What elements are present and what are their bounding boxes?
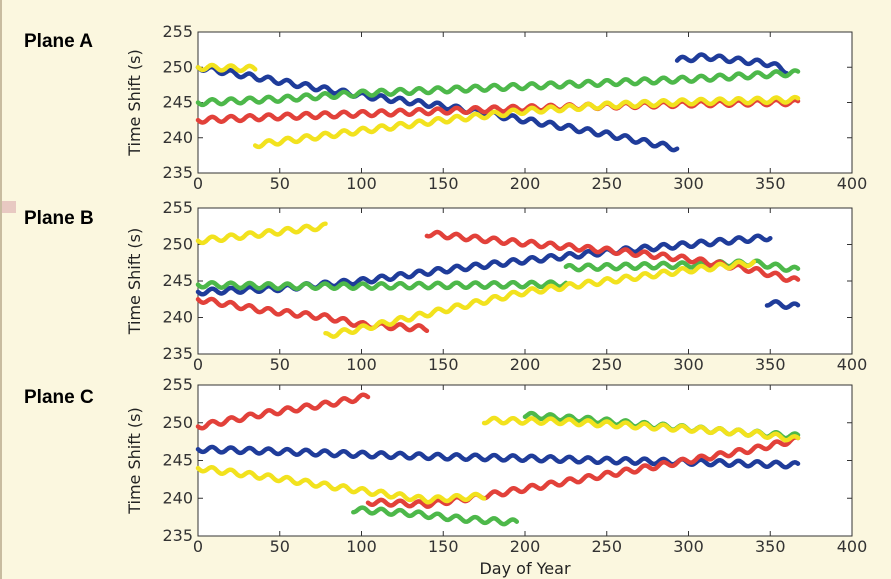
series-line-red xyxy=(195,392,371,431)
series-line-green xyxy=(563,258,801,273)
y-tick-label: 240 xyxy=(162,128,193,147)
x-tick-label: 400 xyxy=(837,174,868,193)
series-line-blue xyxy=(764,299,801,310)
series-line-green xyxy=(195,68,801,108)
x-tick-label: 300 xyxy=(673,174,704,193)
x-tick-label: 50 xyxy=(270,355,290,374)
y-axis-label: Time Shift (s) xyxy=(125,228,144,336)
series-line-blue xyxy=(195,444,801,470)
x-tick-label: 250 xyxy=(591,537,622,556)
y-tick-label: 245 xyxy=(162,451,193,470)
x-tick-label: 100 xyxy=(346,355,377,374)
y-tick-label: 255 xyxy=(162,375,193,394)
y-axis-label: Time Shift (s) xyxy=(125,49,144,157)
y-tick-label: 235 xyxy=(162,526,193,545)
y-tick-label: 250 xyxy=(162,235,193,254)
x-axis-label: Day of Year xyxy=(479,559,570,578)
x-tick-label: 100 xyxy=(346,537,377,556)
x-tick-label: 0 xyxy=(193,355,203,374)
y-axis-label: Time Shift (s) xyxy=(125,407,144,515)
x-tick-label: 250 xyxy=(591,355,622,374)
series-line-yellow xyxy=(252,94,801,150)
panel-title: Plane B xyxy=(24,208,94,229)
x-tick-label: 200 xyxy=(510,537,541,556)
x-tick-label: 50 xyxy=(270,537,290,556)
series-line-green xyxy=(195,279,569,291)
x-tick-label: 150 xyxy=(428,537,459,556)
series-line-red xyxy=(365,435,801,509)
x-tick-label: 250 xyxy=(591,174,622,193)
y-tick-label: 250 xyxy=(162,413,193,432)
x-tick-label: 200 xyxy=(510,174,541,193)
x-tick-label: 400 xyxy=(837,537,868,556)
y-tick-label: 255 xyxy=(162,198,193,217)
x-tick-label: 0 xyxy=(193,537,203,556)
series-line-yellow xyxy=(195,62,258,74)
y-tick-label: 240 xyxy=(162,488,193,507)
x-tick-label: 0 xyxy=(193,174,203,193)
y-tick-label: 235 xyxy=(162,163,193,182)
margin-accent xyxy=(2,201,16,213)
series-line-yellow xyxy=(195,221,328,246)
series-line-yellow xyxy=(323,259,757,339)
x-tick-label: 200 xyxy=(510,355,541,374)
x-tick-label: 350 xyxy=(755,537,786,556)
series-line-blue xyxy=(195,64,680,153)
y-tick-label: 240 xyxy=(162,308,193,327)
x-tick-label: 350 xyxy=(755,174,786,193)
x-tick-label: 100 xyxy=(346,174,377,193)
y-tick-label: 245 xyxy=(162,93,193,112)
x-tick-label: 400 xyxy=(837,355,868,374)
panel-title: Plane A xyxy=(24,31,93,52)
y-tick-label: 245 xyxy=(162,271,193,290)
y-tick-label: 250 xyxy=(162,57,193,76)
y-tick-label: 255 xyxy=(162,22,193,41)
series-line-red xyxy=(195,296,430,334)
series-line-yellow xyxy=(195,465,487,505)
x-tick-label: 50 xyxy=(270,174,290,193)
x-tick-label: 300 xyxy=(673,537,704,556)
series-line-blue xyxy=(674,52,789,76)
series-line-yellow xyxy=(481,415,801,443)
plot-area xyxy=(197,207,853,355)
series-line-green xyxy=(351,505,520,527)
x-tick-label: 150 xyxy=(428,355,459,374)
x-tick-label: 150 xyxy=(428,174,459,193)
panel-title: Plane C xyxy=(24,387,94,408)
y-tick-label: 235 xyxy=(162,344,193,363)
x-tick-label: 350 xyxy=(755,355,786,374)
x-tick-label: 300 xyxy=(673,355,704,374)
